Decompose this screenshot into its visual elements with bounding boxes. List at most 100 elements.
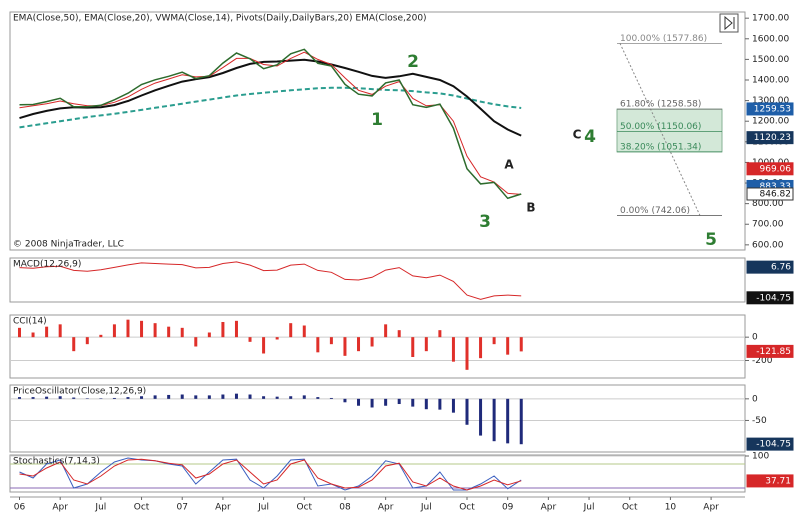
panel-title: Stochastics(7,14,3): [13, 457, 100, 467]
price-badge-label: 883.33: [760, 182, 792, 192]
x-tick-label: Oct: [459, 503, 475, 513]
bar: [424, 337, 428, 352]
window-button[interactable]: [719, 13, 739, 33]
bar: [357, 398, 361, 406]
bar: [397, 330, 401, 338]
fib-label: 50.00% (1150.06): [620, 122, 701, 132]
x-tick-label: Apr: [703, 503, 719, 513]
bar: [479, 337, 483, 359]
bar: [506, 337, 510, 355]
panel-frame: [9, 454, 746, 493]
bar: [384, 324, 388, 338]
y-tick-label: 1600.00: [752, 34, 789, 44]
bar: [126, 319, 130, 338]
bar: [112, 397, 116, 399]
bar: [99, 398, 103, 399]
bar: [112, 324, 116, 338]
bar: [384, 398, 388, 406]
fib-label: 100.00% (1577.86): [620, 34, 707, 44]
panel-title: PriceOscillator(Close,12,26,9): [13, 387, 146, 397]
plot-area: [10, 393, 745, 445]
bar: [411, 337, 415, 357]
bar: [329, 337, 333, 345]
bar: [167, 394, 171, 399]
bar: [519, 398, 523, 445]
wave-label: 4: [584, 127, 596, 147]
price-badge: [746, 260, 794, 274]
x-tick-label: 07: [176, 503, 187, 513]
bar: [370, 337, 374, 347]
bar: [194, 395, 198, 399]
y-tick-label: 1300.00: [752, 96, 789, 106]
bar: [465, 398, 469, 425]
wave-label: A: [504, 158, 514, 172]
y-tick-label: -200: [752, 356, 773, 366]
bar: [492, 398, 496, 442]
y-tick-label: 600.00: [752, 240, 784, 250]
fib-label: 0.00% (742.06): [620, 206, 690, 216]
bar: [316, 337, 320, 353]
price-badge-label: -104.75: [756, 293, 791, 303]
bar: [180, 394, 184, 399]
price-badge: [746, 474, 794, 488]
price-badge-label: -121.85: [756, 347, 791, 357]
price-badge: [746, 344, 794, 358]
x-tick-label: Apr: [378, 503, 394, 513]
x-tick-label: Jul: [257, 503, 269, 513]
bar: [506, 398, 510, 444]
bar: [99, 334, 103, 338]
price-badge-label: -104.75: [756, 440, 791, 450]
bar: [72, 337, 76, 352]
y-tick-label: 1400.00: [752, 76, 789, 86]
wave-label: 1: [371, 110, 383, 130]
bar: [424, 398, 428, 410]
bar: [167, 326, 171, 338]
bar: [17, 327, 21, 338]
bar: [207, 332, 211, 338]
copyright: © 2008 NinjaTrader, LLC: [13, 240, 124, 250]
bar: [329, 397, 333, 399]
wave-label: 2: [407, 52, 419, 72]
bar: [72, 397, 76, 399]
y-tick-label: -50: [752, 416, 767, 426]
panel-frame: [9, 384, 746, 453]
panel-title: MACD(12,26,9): [13, 260, 81, 270]
wave-label: C: [573, 128, 582, 142]
x-tick-label: Jul: [583, 503, 595, 513]
bar: [397, 398, 401, 405]
bar: [140, 320, 144, 338]
panel-frame: [9, 314, 746, 379]
panel-frame: [9, 257, 746, 303]
bar: [451, 337, 455, 362]
bar: [31, 397, 35, 399]
wave-label: 3: [479, 212, 491, 232]
bar: [492, 337, 496, 345]
bar: [45, 396, 49, 399]
bar: [58, 324, 62, 338]
x-tick-label: Jul: [94, 503, 106, 513]
bar: [221, 394, 225, 399]
bar: [45, 326, 49, 338]
bar: [357, 337, 361, 352]
bar: [289, 396, 293, 399]
y-tick-label: 0: [752, 394, 758, 404]
bar: [302, 395, 306, 399]
bar: [140, 396, 144, 399]
bar: [438, 330, 442, 338]
price-badge: [746, 102, 794, 116]
bar: [302, 325, 306, 338]
y-tick-label: 100: [752, 452, 769, 462]
bar: [343, 398, 347, 403]
x-tick-label: Oct: [622, 503, 638, 513]
price-badge-label: 1259.53: [754, 104, 791, 114]
bar: [31, 332, 35, 338]
bar: [451, 398, 455, 413]
plot-area: [19, 261, 522, 300]
x-tick-label: Oct: [134, 503, 150, 513]
bar: [194, 337, 198, 347]
panel-title: CCI(14): [13, 317, 47, 327]
bar: [234, 320, 238, 338]
bar: [262, 396, 266, 399]
price-badge: [746, 291, 794, 305]
x-tick-label: 06: [14, 503, 26, 513]
